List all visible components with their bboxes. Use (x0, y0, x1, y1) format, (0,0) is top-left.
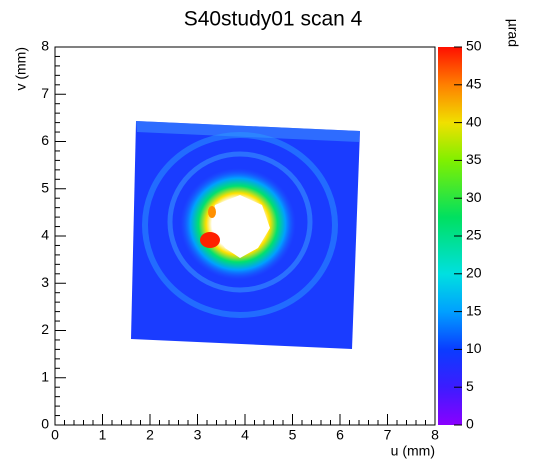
x-tick-label: 0 (51, 427, 59, 443)
y-axis-label: v (mm) (13, 47, 29, 91)
x-tick-label: 4 (241, 427, 249, 443)
color-bar-label: µrad (505, 19, 521, 47)
heatmap-image (131, 121, 360, 349)
z-tick-label: 10 (466, 340, 482, 356)
x-tick-label: 8 (431, 427, 439, 443)
y-tick-label: 4 (41, 227, 49, 243)
z-tick-label: 15 (466, 302, 482, 318)
x-axis-label: u (mm) (391, 443, 435, 459)
x-tick-label: 6 (336, 427, 344, 443)
z-tick-label: 45 (466, 76, 482, 92)
x-tick-label: 1 (99, 427, 107, 443)
z-tick-label: 0 (466, 416, 474, 432)
x-tick-label: 7 (384, 427, 392, 443)
z-tick-label: 30 (466, 189, 482, 205)
y-tick-label: 2 (41, 321, 49, 337)
x-tick-label: 3 (194, 427, 202, 443)
z-tick-label: 20 (466, 265, 482, 281)
z-tick-label: 35 (466, 151, 482, 167)
y-tick-label: 7 (41, 85, 49, 101)
z-tick-label: 40 (466, 113, 482, 129)
y-tick-label: 3 (41, 274, 49, 290)
y-tick-label: 0 (41, 416, 49, 432)
z-tick-label: 5 (466, 378, 474, 394)
y-tick-label: 5 (41, 179, 49, 195)
y-tick-label: 1 (41, 368, 49, 384)
y-tick-label: 6 (41, 132, 49, 148)
x-tick-label: 5 (289, 427, 297, 443)
x-tick-label: 2 (146, 427, 154, 443)
z-tick-label: 50 (466, 38, 482, 54)
z-tick-label: 25 (466, 227, 482, 243)
y-tick-label: 8 (41, 38, 49, 54)
chart-title: S40study01 scan 4 (184, 8, 363, 31)
